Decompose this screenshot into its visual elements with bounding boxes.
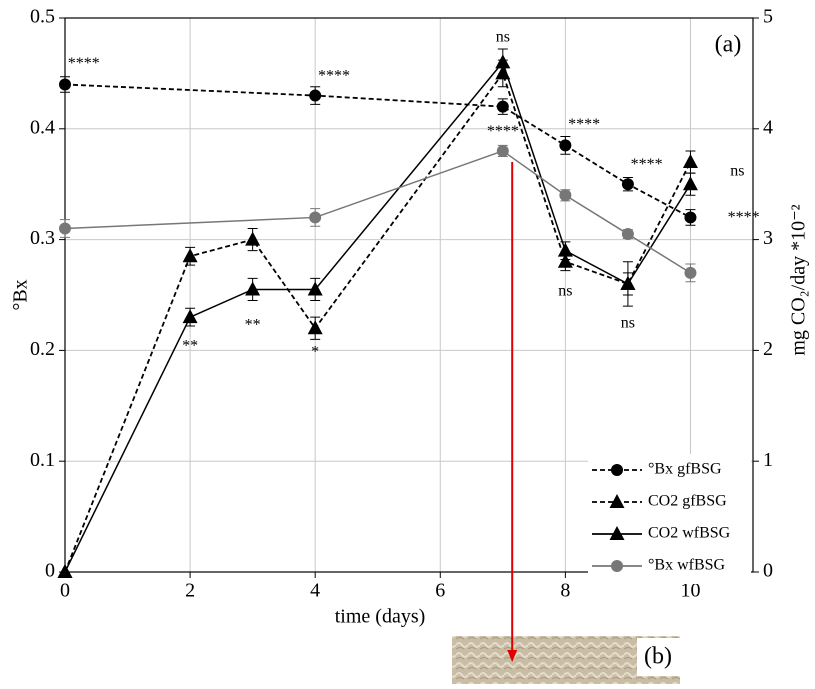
y2-axis-label: mg CO₂/day *10⁻² bbox=[788, 204, 810, 355]
annotation: ns bbox=[496, 29, 510, 46]
data-point bbox=[59, 78, 71, 91]
y2-tick-label: 0 bbox=[763, 560, 773, 582]
data-point bbox=[245, 281, 261, 296]
plot-frame bbox=[64, 17, 754, 573]
panel-label: (a) bbox=[715, 32, 742, 58]
data-point bbox=[682, 176, 698, 191]
annotation: ** bbox=[245, 317, 261, 334]
y-tick-label: 0 bbox=[45, 560, 55, 582]
x-tick-label: 6 bbox=[435, 580, 445, 602]
data-point bbox=[621, 228, 634, 241]
legend-marker bbox=[609, 494, 625, 508]
series-line bbox=[64, 60, 692, 573]
annotation: * bbox=[311, 343, 319, 360]
annotation: **** bbox=[728, 209, 760, 226]
image-label: (b) bbox=[644, 644, 672, 670]
data-point bbox=[559, 189, 572, 202]
annotation: **** bbox=[487, 123, 519, 140]
legend-label: CO2 gfBSG bbox=[648, 493, 727, 510]
data-point bbox=[245, 231, 261, 246]
legend-symbol bbox=[609, 526, 625, 540]
annotation: **** bbox=[631, 156, 663, 173]
legend-marker bbox=[611, 560, 623, 572]
series-line bbox=[64, 71, 692, 573]
y-tick-label: 0.4 bbox=[30, 116, 55, 138]
data-point bbox=[309, 89, 322, 102]
annotation: **** bbox=[68, 55, 100, 72]
data-point bbox=[559, 139, 572, 152]
annotation: ns bbox=[558, 282, 572, 299]
annotation: **** bbox=[318, 67, 350, 84]
data-point bbox=[496, 144, 509, 157]
data-point bbox=[495, 54, 511, 69]
legend-marker bbox=[609, 526, 625, 540]
y2-tick-label: 1 bbox=[763, 449, 773, 471]
annotation: **** bbox=[568, 116, 600, 133]
data-point bbox=[557, 253, 573, 268]
x-tick-label: 4 bbox=[310, 580, 320, 602]
legend-marker bbox=[611, 464, 623, 476]
legend-symbol bbox=[611, 464, 623, 476]
legend-label: CO2 wfBSG bbox=[648, 525, 731, 542]
x-tick-label: 0 bbox=[60, 580, 70, 602]
data-point bbox=[682, 154, 698, 169]
photo-label-box bbox=[637, 638, 680, 676]
data-point bbox=[557, 242, 573, 257]
data-point bbox=[182, 309, 198, 324]
annotation: ns bbox=[621, 314, 635, 331]
y-axis-label: °Bx bbox=[10, 279, 32, 310]
legend-label: °Bx gfBSG bbox=[648, 461, 722, 478]
y-tick-label: 0.2 bbox=[30, 338, 55, 360]
legend-symbol bbox=[611, 560, 623, 572]
x-axis-label: time (days) bbox=[335, 606, 426, 628]
y-tick-label: 0.3 bbox=[30, 227, 55, 249]
x-tick-label: 2 bbox=[185, 580, 195, 602]
data-point bbox=[621, 178, 634, 191]
data-point bbox=[182, 248, 198, 263]
y2-tick-label: 4 bbox=[763, 116, 773, 138]
data-point bbox=[307, 281, 323, 296]
data-point bbox=[496, 100, 509, 113]
series-line bbox=[64, 150, 691, 274]
y2-tick-label: 5 bbox=[763, 6, 773, 28]
y-tick-label: 0.5 bbox=[30, 6, 55, 28]
arrow-head bbox=[507, 650, 518, 662]
legend-symbol bbox=[609, 494, 625, 508]
data-point bbox=[309, 211, 322, 224]
data-point bbox=[684, 266, 697, 279]
y2-tick-label: 2 bbox=[763, 338, 773, 360]
data-point bbox=[307, 320, 323, 335]
annotation: ns bbox=[730, 163, 744, 180]
data-point bbox=[684, 211, 697, 224]
series-line bbox=[64, 83, 691, 219]
x-tick-label: 8 bbox=[560, 580, 570, 602]
y2-tick-label: 3 bbox=[763, 227, 773, 249]
x-tick-label: 10 bbox=[680, 580, 700, 602]
data-point bbox=[57, 564, 73, 578]
y-tick-label: 0.1 bbox=[30, 449, 55, 471]
data-point bbox=[59, 222, 71, 235]
annotation: ** bbox=[182, 338, 198, 355]
legend-label: °Bx wfBSG bbox=[648, 557, 726, 574]
data-point bbox=[620, 275, 636, 290]
